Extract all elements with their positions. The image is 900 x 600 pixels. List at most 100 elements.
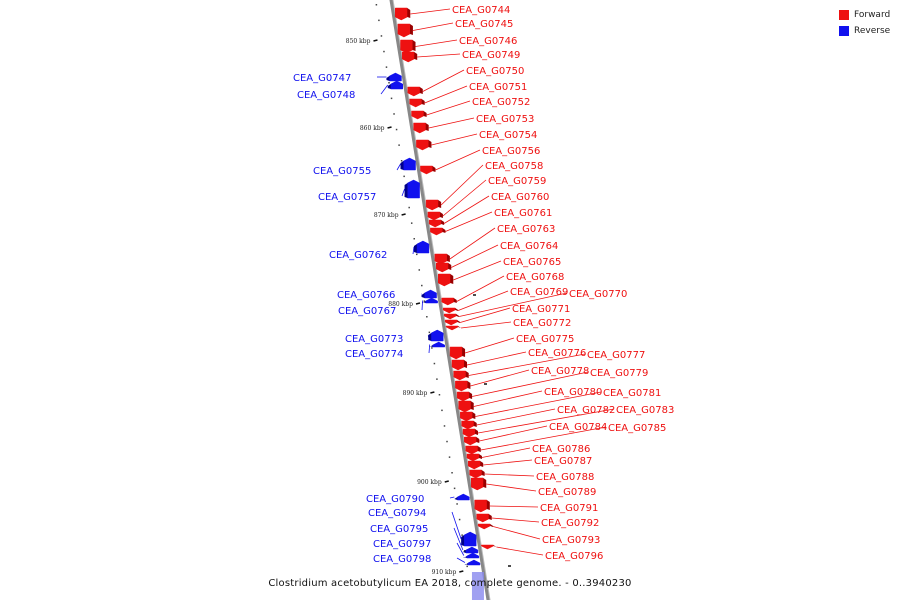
gene-label[interactable]: CEA_G0789: [538, 487, 596, 498]
gene-label[interactable]: CEA_G0791: [540, 503, 598, 514]
gene-cea-g0772[interactable]: [445, 325, 462, 331]
gene-label[interactable]: CEA_G0793: [542, 535, 600, 546]
gene-cea-g0768[interactable]: [441, 297, 457, 306]
gene-label[interactable]: CEA_G0790: [366, 494, 424, 505]
gene-label[interactable]: CEA_G0771: [512, 304, 570, 315]
gene-label[interactable]: CEA_G0797: [373, 539, 431, 550]
gene-cea-g0798[interactable]: [464, 559, 481, 566]
gene-label[interactable]: CEA_G0751: [469, 82, 527, 93]
gene-label[interactable]: CEA_G0775: [516, 334, 574, 345]
gene-label[interactable]: CEA_G0748: [297, 90, 355, 101]
gene-label[interactable]: CEA_G0759: [488, 176, 546, 187]
gene-cea-g0769[interactable]: [442, 307, 459, 314]
gene-cea-g0783[interactable]: [462, 428, 479, 438]
gene-cea-g0765[interactable]: [438, 273, 454, 287]
gene-label[interactable]: CEA_G0749: [462, 50, 520, 61]
gene-label[interactable]: CEA_G0747: [293, 73, 351, 84]
gene-label[interactable]: CEA_G0755: [313, 166, 371, 177]
gene-cea-g0782[interactable]: [461, 420, 477, 430]
gene-cea-g0754[interactable]: [416, 139, 432, 151]
gene-cea-g0751[interactable]: [409, 98, 425, 108]
gene-cea-g0796[interactable]: [481, 544, 497, 550]
gene-cea-g0784[interactable]: [464, 436, 480, 446]
gene-label[interactable]: CEA_G0760: [491, 192, 549, 203]
gene-label[interactable]: CEA_G0764: [500, 241, 558, 252]
gene-label[interactable]: CEA_G0777: [587, 350, 645, 361]
gene-cea-g0771[interactable]: [444, 319, 461, 326]
gene-cea-g0755[interactable]: [400, 157, 416, 171]
gene-label[interactable]: CEA_G0758: [485, 161, 543, 172]
gene-label[interactable]: CEA_G0787: [534, 456, 592, 467]
gene-cea-g0766[interactable]: [421, 289, 437, 299]
gene-cea-g0758[interactable]: [425, 199, 442, 211]
gene-cea-g0786[interactable]: [466, 453, 482, 462]
gene-label[interactable]: CEA_G0780: [544, 387, 602, 398]
gene-label[interactable]: CEA_G0774: [345, 349, 403, 360]
gene-cea-g0776[interactable]: [451, 359, 468, 371]
gene-label[interactable]: CEA_G0757: [318, 192, 376, 203]
gene-cea-g0753[interactable]: [413, 122, 429, 134]
gene-cea-g0760[interactable]: [428, 219, 445, 228]
gene-cea-g0778[interactable]: [455, 380, 471, 392]
gene-cea-g0793[interactable]: [477, 523, 494, 530]
gene-cea-g0795[interactable]: [462, 546, 479, 554]
gene-cea-g0779[interactable]: [456, 391, 473, 402]
gene-cea-g0788[interactable]: [469, 469, 485, 479]
gene-cea-g0781[interactable]: [460, 411, 476, 422]
gene-label[interactable]: CEA_G0795: [370, 524, 428, 535]
gene-cea-g0770[interactable]: [443, 313, 460, 320]
gene-cea-g0757[interactable]: [404, 179, 420, 199]
gene-cea-g0789[interactable]: [470, 477, 487, 491]
gene-label[interactable]: CEA_G0752: [472, 97, 530, 108]
gene-cea-g0744[interactable]: [395, 7, 411, 21]
gene-cea-g0745[interactable]: [397, 23, 413, 38]
gene-label[interactable]: CEA_G0782: [557, 405, 615, 416]
gene-label[interactable]: CEA_G0778: [531, 366, 589, 377]
gene-cea-g0763[interactable]: [434, 253, 450, 265]
gene-label[interactable]: CEA_G0750: [466, 66, 524, 77]
gene-label[interactable]: CEA_G0794: [368, 508, 426, 519]
gene-cea-g0790[interactable]: [454, 493, 470, 501]
gene-label[interactable]: CEA_G0784: [549, 422, 607, 433]
gene-cea-g0777[interactable]: [453, 370, 469, 381]
gene-label[interactable]: CEA_G0745: [455, 19, 513, 30]
gene-cea-g0767[interactable]: [422, 297, 438, 304]
gene-label[interactable]: CEA_G0762: [329, 250, 387, 261]
gene-label[interactable]: CEA_G0772: [513, 318, 571, 329]
gene-cea-g0775[interactable]: [449, 346, 466, 360]
gene-label[interactable]: CEA_G0796: [545, 551, 603, 562]
gene-cea-g0785[interactable]: [465, 445, 481, 455]
gene-cea-g0794[interactable]: [461, 531, 477, 547]
gene-label[interactable]: CEA_G0746: [459, 36, 517, 47]
gene-label[interactable]: CEA_G0744: [452, 5, 510, 16]
gene-cea-g0746[interactable]: [400, 39, 416, 54]
gene-cea-g0761[interactable]: [430, 227, 446, 236]
gene-label[interactable]: CEA_G0763: [497, 224, 555, 235]
gene-label[interactable]: CEA_G0753: [476, 114, 534, 125]
gene-label[interactable]: CEA_G0786: [532, 444, 590, 455]
gene-label[interactable]: CEA_G0765: [503, 257, 561, 268]
gene-cea-g0749[interactable]: [401, 51, 418, 63]
gene-label[interactable]: CEA_G0754: [479, 130, 537, 141]
gene-cea-g0787[interactable]: [467, 460, 484, 470]
gene-label[interactable]: CEA_G0779: [590, 368, 648, 379]
gene-label[interactable]: CEA_G0788: [536, 472, 594, 483]
gene-cea-g0750[interactable]: [407, 86, 423, 97]
gene-cea-g0759[interactable]: [427, 211, 443, 221]
gene-cea-g0752[interactable]: [411, 110, 427, 120]
gene-label[interactable]: CEA_G0773: [345, 334, 403, 345]
gene-label[interactable]: CEA_G0769: [510, 287, 568, 298]
gene-cea-g0762[interactable]: [413, 240, 430, 254]
gene-cea-g0764[interactable]: [435, 262, 452, 273]
gene-label[interactable]: CEA_G0767: [338, 306, 396, 317]
gene-cea-g0756[interactable]: [420, 165, 436, 175]
gene-cea-g0791[interactable]: [474, 499, 490, 513]
gene-label[interactable]: CEA_G0768: [506, 272, 564, 283]
gene-label[interactable]: CEA_G0781: [603, 388, 661, 399]
gene-cea-g0773[interactable]: [428, 329, 444, 342]
gene-label[interactable]: CEA_G0785: [608, 423, 666, 434]
gene-cea-g0780[interactable]: [458, 400, 474, 413]
gene-label[interactable]: CEA_G0792: [541, 518, 599, 529]
gene-label[interactable]: CEA_G0756: [482, 146, 540, 157]
gene-label[interactable]: CEA_G0776: [528, 348, 586, 359]
